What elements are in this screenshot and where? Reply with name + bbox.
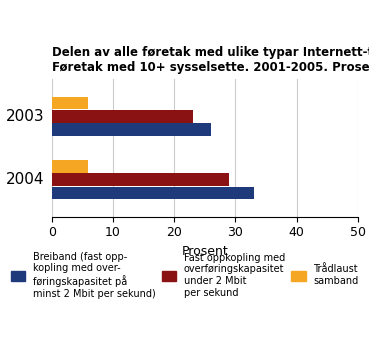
Bar xyxy=(52,47,156,59)
Legend: Breiband (fast opp-
kopling med over-
føringskapasitet på
minst 2 Mbit per sekun: Breiband (fast opp- kopling med over- fø… xyxy=(11,252,359,299)
Bar xyxy=(52,173,229,186)
Bar xyxy=(52,123,211,136)
Bar xyxy=(52,160,89,173)
Text: Delen av alle føretak med ulike typar Internett-tilkopling.
Føretak med 10+ syss: Delen av alle føretak med ulike typar In… xyxy=(52,46,369,74)
Bar xyxy=(52,110,193,123)
Bar xyxy=(52,237,278,249)
Bar xyxy=(52,250,339,263)
Bar xyxy=(52,97,89,109)
Bar xyxy=(52,60,168,73)
Bar xyxy=(52,33,70,46)
Bar xyxy=(52,223,131,236)
Bar xyxy=(52,187,254,199)
X-axis label: Prosent: Prosent xyxy=(182,245,228,258)
